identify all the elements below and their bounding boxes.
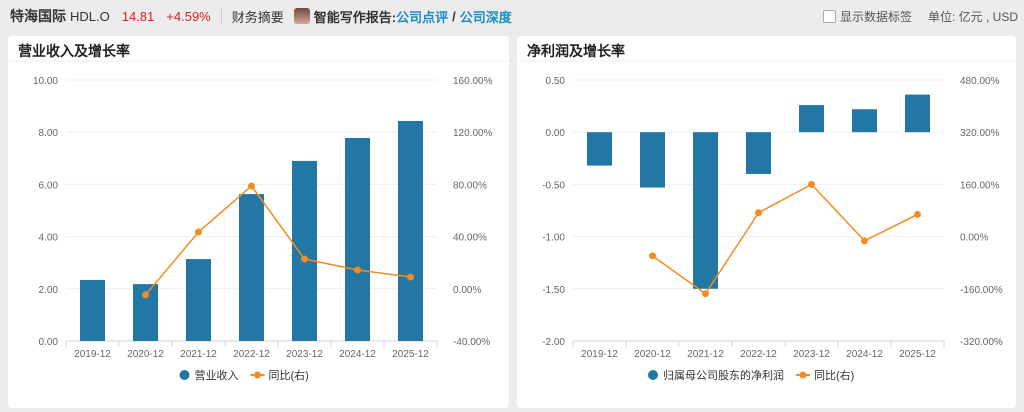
left-tick-label: 0.00 — [39, 337, 59, 348]
right-tick-label: -320.00% — [960, 337, 1003, 348]
left-tick-label: -1.50 — [542, 285, 565, 296]
net-profit-chart: 0.50 0.00 -0.50 -1.00 -1.50 -2.00 480.00% 320.0… — [517, 60, 1016, 382]
left-tick-label: 4.00 — [39, 233, 59, 244]
right-tick-label: 320.00% — [960, 128, 1000, 139]
bar — [398, 120, 423, 342]
growth-point — [861, 237, 868, 245]
bar — [693, 132, 718, 289]
growth-point — [142, 291, 149, 299]
legend-line-label: 同比(右) — [814, 368, 854, 382]
left-tick-label: 0.00 — [546, 128, 566, 139]
show-labels-checkbox[interactable] — [822, 10, 836, 23]
bar — [239, 194, 264, 341]
left-tick-label: 8.00 — [39, 128, 59, 139]
bar — [186, 259, 211, 341]
bar — [640, 132, 665, 188]
bar — [587, 132, 612, 166]
right-tick-label: 0.00% — [960, 233, 988, 244]
legend-line-marker — [799, 371, 807, 379]
x-tick-label: 2022-12 — [740, 349, 777, 360]
growth-point — [649, 252, 656, 260]
legend-bar-label: 营业收入 — [195, 368, 239, 382]
right-tick-label: 0.00% — [453, 285, 481, 296]
growth-point — [248, 182, 255, 190]
show-labels-label[interactable]: 显示数据标签 — [839, 10, 912, 24]
left-tick-label: -1.00 — [542, 233, 565, 244]
right-tick-label: -40.00% — [453, 337, 490, 348]
x-tick-label: 2021-12 — [687, 349, 724, 360]
right-tick-label: 40.00% — [453, 233, 487, 244]
legend-bar-icon — [648, 370, 658, 380]
slash: / — [452, 8, 456, 24]
left-tick-label: 10.00 — [33, 76, 58, 87]
right-tick-label: 480.00% — [960, 76, 1000, 87]
chart-title: 营业收入及增长率 — [18, 43, 130, 59]
bar — [905, 94, 930, 133]
revenue-chart-panel: 营业收入及增长率 10.00 8.00 6.00 4.00 2.00 0.00 160.00… — [8, 36, 509, 408]
legend-bar-icon — [179, 370, 190, 380]
growth-line — [144, 184, 411, 296]
legend-bar-label: 归属母公司股东的净利润 — [663, 368, 784, 382]
right-tick-label: 160.00% — [453, 76, 493, 87]
company-name: 特海国际 — [10, 8, 66, 24]
left-tick-label: -2.00 — [542, 337, 565, 348]
avatar-icon — [293, 8, 310, 24]
right-tick-label: 160.00% — [960, 180, 1000, 191]
right-tick-label: 80.00% — [453, 180, 487, 191]
legend-line-marker — [254, 371, 261, 379]
left-tick-label: 6.00 — [39, 180, 59, 191]
x-tick-label: 2020-12 — [127, 349, 164, 360]
bar — [746, 132, 771, 174]
x-tick-label: 2020-12 — [634, 349, 671, 360]
growth-point — [914, 210, 921, 218]
growth-point — [755, 209, 762, 217]
company-depth-link[interactable]: 公司深度 — [459, 9, 512, 25]
x-tick-label: 2019-12 — [581, 349, 618, 360]
growth-point — [301, 255, 308, 263]
x-tick-label: 2021-12 — [180, 349, 217, 360]
bar — [345, 137, 370, 341]
x-tick-label: 2019-12 — [74, 349, 111, 360]
price-change: +4.59% — [166, 8, 211, 24]
revenue-chart: 10.00 8.00 6.00 4.00 2.00 0.00 160.00% 120.00% 8… — [8, 60, 509, 382]
legend-line-label: 同比(右) — [269, 368, 309, 382]
growth-point — [354, 266, 361, 274]
x-tick-label: 2024-12 — [846, 349, 883, 360]
bar — [80, 279, 105, 341]
growth-point — [195, 228, 202, 236]
left-tick-label: 0.50 — [546, 76, 566, 87]
company-review-link[interactable]: 公司点评 — [396, 9, 449, 25]
unit-label: 单位: 亿元 , USD — [927, 10, 1018, 24]
left-tick-label: 2.00 — [39, 285, 59, 296]
x-tick-label: 2025-12 — [899, 349, 936, 360]
growth-point — [407, 273, 414, 281]
bar — [799, 105, 824, 133]
left-tick-label: -0.50 — [542, 180, 565, 191]
bar — [852, 109, 877, 133]
ai-report-label: 智能写作报告: — [313, 9, 397, 25]
x-tick-label: 2024-12 — [339, 349, 376, 360]
ticker: HDL.O — [70, 8, 110, 24]
x-tick-label: 2023-12 — [793, 349, 830, 360]
chart-title: 净利润及增长率 — [527, 43, 625, 59]
bar — [292, 160, 317, 341]
growth-line — [652, 183, 918, 295]
x-tick-label: 2022-12 — [233, 349, 270, 360]
price: 14.81 — [121, 8, 155, 24]
growth-point — [702, 290, 709, 298]
net-profit-chart-panel: 净利润及增长率 0.50 0.00 -0.50 -1.00 -1.50 -2.00 480.… — [517, 36, 1016, 408]
right-tick-label: 120.00% — [453, 128, 493, 139]
x-tick-label: 2025-12 — [392, 349, 429, 360]
x-tick-label: 2023-12 — [286, 349, 323, 360]
stock-header: 特海国际 HDL.O 14.81 +4.59% 财务摘要 智能写作报告: 公司点… — [0, 0, 1024, 32]
divider — [220, 8, 222, 24]
right-tick-label: -160.00% — [960, 285, 1003, 296]
growth-point — [808, 180, 815, 188]
tab-financial-summary[interactable]: 财务摘要 — [231, 9, 284, 25]
